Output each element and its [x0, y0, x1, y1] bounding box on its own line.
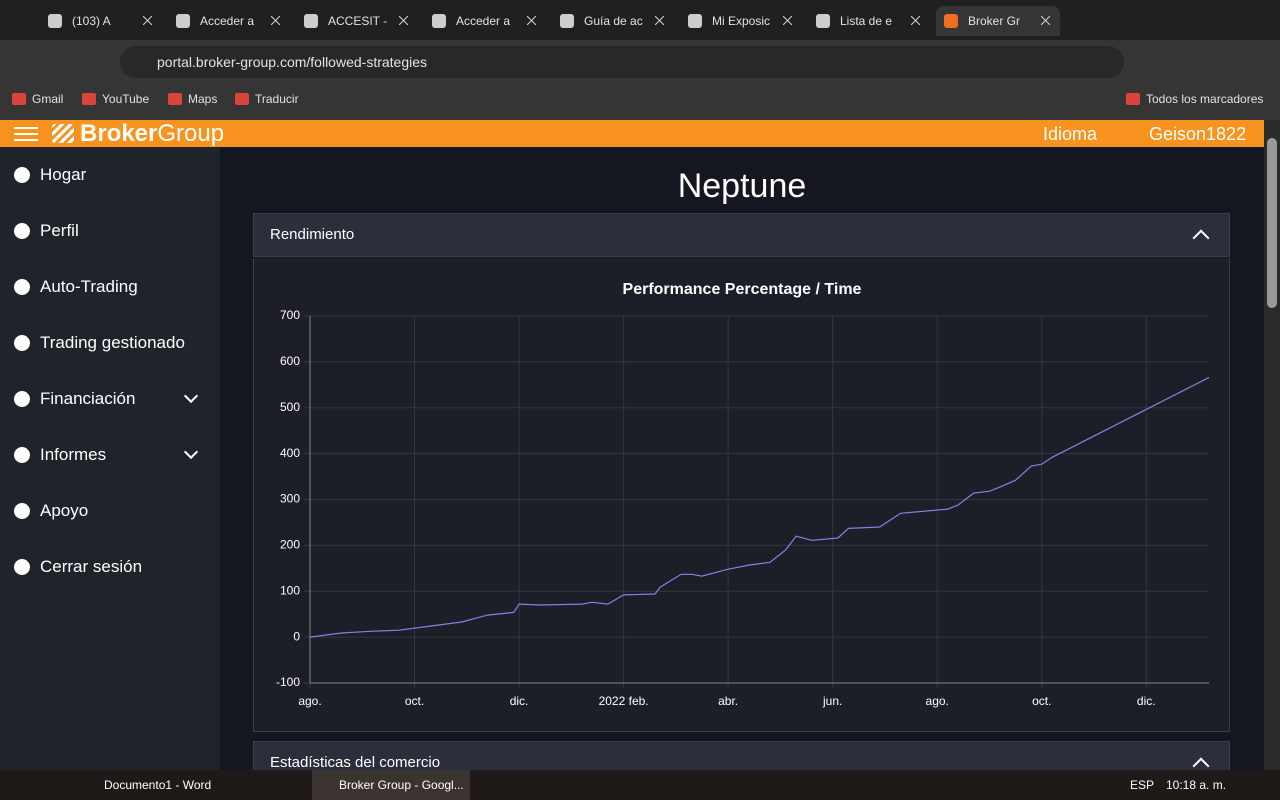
- y-tick-label: 0: [293, 629, 300, 643]
- performance-line: [309, 376, 1210, 638]
- user-menu[interactable]: Geison1822: [1149, 124, 1247, 144]
- browser-tab[interactable]: Broker Gr: [936, 6, 1060, 36]
- brand-a: Broker: [80, 120, 158, 147]
- x-tick-label: ago.: [298, 694, 321, 708]
- browser-tab[interactable]: ACCESIT -: [296, 6, 418, 36]
- panel-header[interactable]: Estadísticas del comercio: [253, 741, 1230, 770]
- y-tick-label: 700: [280, 308, 300, 322]
- y-tick-label: 400: [280, 446, 300, 460]
- panel-body: Performance Percentage / Time -100 0 100 20…: [253, 258, 1230, 732]
- browser-tab[interactable]: Guía de ac: [552, 6, 674, 36]
- nav-item[interactable]: Apoyo: [13, 501, 89, 520]
- nav-item[interactable]: Informes: [13, 445, 107, 464]
- input-language[interactable]: ESP: [1130, 778, 1155, 792]
- bookmark[interactable]: Gmail: [12, 92, 63, 106]
- all-bookmarks[interactable]: Todos los marcadores: [1126, 92, 1263, 106]
- browser-tab[interactable]: (103) A: [40, 6, 162, 36]
- panel-header[interactable]: Rendimiento: [253, 213, 1230, 257]
- app-header: BrokerGroup Idioma Geison1822: [0, 120, 1264, 147]
- x-tick-label: abr.: [718, 694, 738, 708]
- x-tick-label: dic.: [1137, 694, 1156, 708]
- nav-item[interactable]: Cerrar sesión: [13, 557, 143, 576]
- x-tick-label: oct.: [1032, 694, 1051, 708]
- taskbar: Documento1 - Word Broker Group - Googl..…: [0, 770, 1280, 800]
- nav-item[interactable]: Trading gestionado: [14, 333, 185, 352]
- main-content: Neptune Rendimiento Performance Percenta…: [220, 147, 1264, 770]
- nav-item[interactable]: Financiación: [13, 389, 136, 408]
- brand[interactable]: BrokerGroup: [80, 120, 224, 147]
- browser-toolbar: portal.broker-group.com/followed-strateg…: [0, 40, 1280, 120]
- language-menu[interactable]: Idioma: [1043, 124, 1098, 144]
- expand-icon[interactable]: [183, 444, 199, 460]
- bookmark[interactable]: Traducir: [235, 92, 299, 106]
- bookmark[interactable]: YouTube: [82, 92, 149, 106]
- url[interactable]: portal.broker-group.com/followed-strateg…: [157, 54, 428, 70]
- x-tick-label: oct.: [405, 694, 424, 708]
- browser-tab[interactable]: Lista de e: [808, 6, 930, 36]
- chart-title: Performance Percentage / Time: [623, 281, 862, 298]
- page-title: Neptune: [677, 167, 807, 205]
- y-tick-label: 600: [280, 354, 300, 368]
- browser-tab[interactable]: Mi Exposic: [680, 6, 802, 36]
- browser-tab[interactable]: Acceder a: [424, 6, 546, 36]
- scroll-thumb[interactable]: [1267, 138, 1277, 308]
- y-tick-label: -100: [276, 675, 300, 689]
- y-tick-label: 300: [280, 492, 300, 506]
- taskbar-app[interactable]: Documento1 - Word: [104, 778, 212, 792]
- nav-item[interactable]: Perfil: [14, 221, 79, 240]
- bookmark[interactable]: Maps: [168, 92, 217, 106]
- brand-b: Group: [157, 120, 225, 147]
- tab-strip: (103) A Acceder a ACCESIT - Acceder a Guía d…: [0, 0, 1280, 40]
- y-tick-label: 200: [280, 538, 300, 552]
- x-tick-label: dic.: [510, 694, 529, 708]
- expand-icon[interactable]: [183, 388, 199, 404]
- sidebar: Hogar Perfil Auto-Trading Trading gestionad…: [0, 147, 220, 770]
- x-tick-label: 2022 feb.: [599, 694, 649, 708]
- chart: Performance Percentage / Time -100 0 100 20…: [276, 281, 1210, 708]
- browser-tab[interactable]: Acceder a: [168, 6, 290, 36]
- x-tick-label: jun.: [822, 694, 842, 708]
- nav-item[interactable]: Hogar: [13, 165, 87, 184]
- address-bar[interactable]: portal.broker-group.com/followed-strateg…: [120, 46, 1124, 78]
- y-tick-label: 100: [280, 583, 300, 597]
- logo: [52, 124, 74, 143]
- x-tick-label: ago.: [926, 694, 949, 708]
- taskbar-app[interactable]: Broker Group - Googl...: [312, 770, 470, 800]
- nav-item[interactable]: Auto-Trading: [14, 277, 138, 296]
- menu-button[interactable]: [14, 127, 38, 141]
- y-tick-label: 500: [280, 400, 300, 414]
- scrollbar[interactable]: [1264, 120, 1280, 770]
- clock[interactable]: 10:18 a. m.: [1166, 778, 1227, 792]
